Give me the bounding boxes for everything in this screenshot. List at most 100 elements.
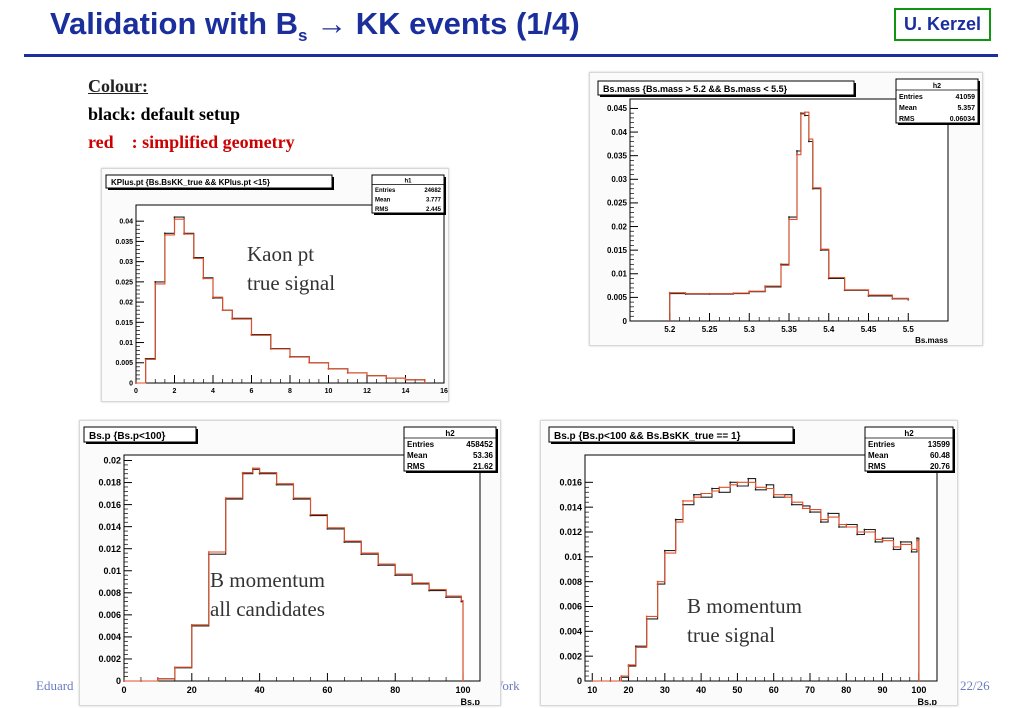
title-box [548, 426, 794, 443]
x-tick-label: 2 [173, 388, 177, 395]
title-rule [24, 54, 998, 57]
stats-value: 24682 [424, 188, 441, 194]
stats-name: h2 [933, 83, 941, 90]
data-point [241, 471, 244, 474]
data-point [366, 374, 368, 377]
data-point [404, 378, 407, 381]
data-point [800, 113, 802, 116]
data-point [783, 496, 786, 499]
x-tick-label: 6 [250, 388, 254, 395]
y-tick-label: 0 [623, 317, 628, 326]
data-point [863, 528, 866, 531]
data-point [394, 573, 397, 575]
x-tick-label: 100 [456, 685, 471, 695]
stats-box [403, 426, 497, 472]
data-point [140, 680, 142, 682]
chart-title: Bs.mass {Bs.mass > 5.2 && Bs.mass < 5.5} [603, 84, 788, 94]
stats-value: 5.357 [957, 105, 975, 112]
stats-value: 13599 [928, 440, 951, 449]
y-tick-label: 0.01 [611, 270, 627, 279]
y-tick-label: 0.004 [98, 632, 121, 642]
panel-b-momentum-all: 0 0.002 0.004 0.006 0.008 0.01 0.012 0.014 0.016… [79, 420, 501, 706]
stats-box [864, 426, 954, 472]
colour-legend-simplified: red : simplified geometry [88, 132, 295, 152]
data-point [309, 513, 312, 516]
colour-legend-title: Colour: [88, 76, 148, 96]
data-point [899, 541, 902, 543]
data-point [135, 382, 137, 384]
panel-b-momentum-true: 0 0.002 0.004 0.006 0.008 0.01 0.012 0.014 0.016… [540, 420, 958, 706]
y-tick-label: 0.014 [559, 502, 582, 512]
data-point [326, 526, 329, 529]
data-point [258, 471, 261, 474]
x-tick-label: 50 [732, 685, 742, 695]
data-point [827, 276, 830, 279]
data-point [827, 516, 830, 518]
x-tick-label: 20 [624, 685, 634, 695]
stats-key: Entries [375, 188, 396, 194]
chart-bs-mass: 0 0.005 0.01 0.015 0.02 0.025 0.03 0.035 0.04 0.0… [590, 73, 982, 345]
x-tick-label: 0 [121, 685, 126, 695]
panel-kaon-pt: 0 0.005 0.01 0.015 0.02 0.025 0.03 0.035 0.04 0 2 4… [101, 168, 449, 402]
stats-name: h1 [404, 179, 412, 185]
x-tick-label: 12 [363, 388, 371, 395]
data-point [123, 680, 125, 682]
y-tick-label: 0.005 [115, 360, 133, 367]
data-point [192, 257, 195, 260]
data-point [765, 487, 768, 490]
data-point [729, 481, 732, 484]
data-point [845, 526, 848, 528]
stats-key: Entries [868, 440, 896, 449]
data-point [881, 537, 884, 540]
stats-value: 0.06034 [950, 116, 975, 123]
data-point [827, 512, 830, 515]
y-tick-label: 0.005 [607, 293, 628, 302]
data-point [202, 277, 205, 280]
y-tick-label: 0.03 [611, 175, 627, 184]
data-point [275, 482, 278, 485]
x-tick-label: 16 [440, 388, 448, 395]
data-point [874, 538, 877, 541]
data-point [790, 501, 793, 504]
stats-value: 458452 [466, 440, 493, 449]
data-point [708, 292, 711, 295]
y-tick-label: 0.025 [115, 279, 133, 286]
chart-b-momentum-all: 0 0.002 0.004 0.006 0.008 0.01 0.012 0.014 0.016… [80, 421, 500, 705]
data-point [144, 358, 147, 361]
x-tick-label: 60 [322, 685, 332, 695]
data-point [343, 540, 346, 542]
data-point [838, 526, 840, 528]
data-point [907, 298, 910, 301]
x-tick-label: 14 [402, 388, 410, 395]
x-tick-label: 80 [390, 685, 400, 695]
y-tick-label: 0.018 [98, 478, 121, 488]
x-tick-label: 40 [696, 685, 706, 695]
data-point [428, 588, 431, 591]
stats-key: Entries [899, 94, 923, 101]
stats-key: Mean [899, 105, 917, 112]
y-tick-label: 0.002 [559, 651, 582, 661]
stats-key: RMS [868, 462, 886, 471]
data-point [917, 680, 920, 682]
x-tick-label: 8 [288, 388, 292, 395]
data-point [251, 467, 254, 470]
page-number: 22/26 [960, 678, 990, 693]
data-point [674, 521, 677, 523]
y-tick-label: 0.014 [98, 522, 121, 532]
annotation-line: Kaon pt [247, 242, 315, 266]
stats-value: 2.445 [426, 207, 442, 213]
stats-key: Mean [407, 451, 428, 460]
series-line-simplified [124, 467, 464, 682]
annotation-b-momentum-all: B momentum all candidates [210, 566, 325, 624]
x-tick-label: 5.2 [664, 325, 676, 334]
stats-key: RMS [899, 116, 915, 123]
data-point [736, 481, 739, 484]
data-point [674, 518, 677, 521]
x-tick-label: 0 [134, 388, 138, 395]
x-tick-label: 100 [911, 685, 926, 695]
data-point [183, 233, 186, 236]
x-tick-label: 5.35 [781, 325, 797, 334]
data-point [269, 348, 272, 350]
series-line-simplified [592, 481, 920, 682]
data-point [327, 367, 330, 370]
